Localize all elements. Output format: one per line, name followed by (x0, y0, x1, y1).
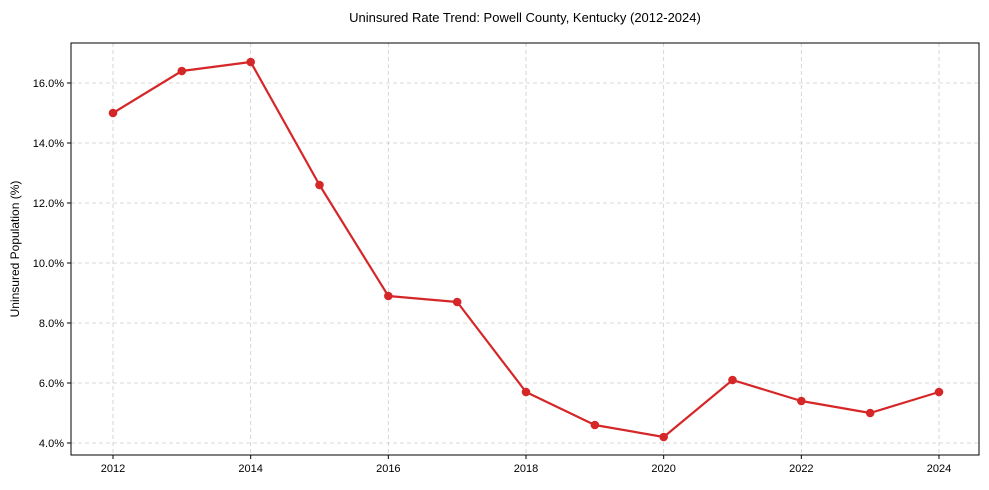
data-point-marker (108, 108, 118, 118)
x-tick-label: 2022 (789, 463, 813, 475)
grid-lines (71, 43, 979, 455)
data-series (108, 57, 944, 442)
chart-title: Uninsured Rate Trend: Powell County, Ken… (349, 10, 701, 25)
y-tick-label: 4.0% (39, 438, 64, 450)
y-tick-label: 6.0% (39, 378, 64, 390)
data-point-marker (384, 291, 393, 301)
y-tick-label: 10.0% (33, 258, 64, 270)
data-point-marker (934, 387, 944, 397)
x-tick-label: 2020 (651, 463, 675, 475)
data-point-marker (728, 375, 737, 385)
y-tick-label: 14.0% (33, 138, 64, 150)
data-point-marker (797, 396, 806, 406)
x-tick-label: 2012 (101, 463, 125, 475)
y-tick-label: 16.0% (33, 78, 64, 90)
y-axis: 4.0% 6.0% 8.0% 10.0% 12.0% 14.0% 16.0% (33, 78, 71, 450)
x-axis: 2012 2014 2016 2018 2020 2022 2024 (101, 455, 951, 475)
x-tick-label: 2024 (927, 463, 951, 475)
y-tick-label: 8.0% (39, 318, 64, 330)
y-tick-label: 12.0% (33, 198, 64, 210)
data-point-marker (246, 57, 255, 67)
plot-frame (70, 42, 980, 456)
data-point-marker (177, 66, 187, 76)
y-axis-label: Uninsured Population (%) (8, 181, 22, 318)
x-tick-label: 2018 (514, 463, 538, 475)
data-point-marker (521, 387, 531, 397)
data-point-marker (590, 420, 600, 430)
data-point-marker (865, 408, 875, 418)
data-point-marker (315, 180, 324, 190)
x-tick-label: 2016 (376, 463, 400, 475)
data-point-marker (659, 432, 668, 442)
x-tick-label: 2014 (238, 463, 262, 475)
data-point-marker (452, 297, 462, 307)
